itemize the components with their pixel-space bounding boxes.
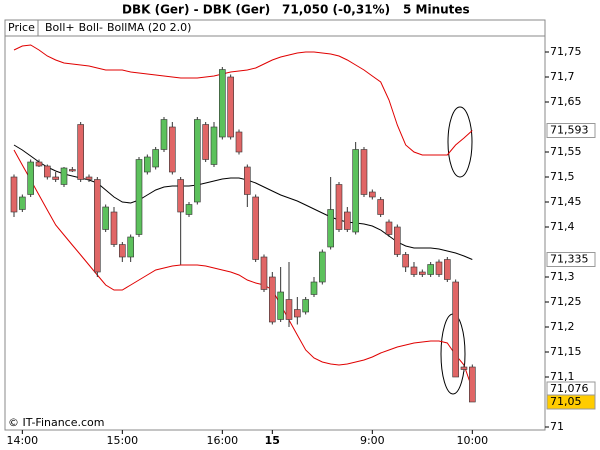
candle-body <box>85 176 93 180</box>
x-tick-label: 14:00 <box>6 434 38 447</box>
interval: 5 Minutes <box>403 3 470 17</box>
legend-entry: Price <box>8 21 35 34</box>
candle-body <box>210 126 218 165</box>
candle-body <box>160 119 168 150</box>
candle-body <box>452 281 459 378</box>
candle-body <box>194 119 201 203</box>
candle-body <box>44 165 51 178</box>
y-tick-label: 71,55 <box>550 145 582 158</box>
candle-body <box>152 149 159 168</box>
candle-body <box>344 211 351 230</box>
candle-body <box>185 204 193 215</box>
candle-body <box>135 159 143 235</box>
candle-body <box>244 166 251 195</box>
candle-body <box>52 176 59 180</box>
y-tick-label: 71,2 <box>550 320 575 333</box>
candle-body <box>169 126 176 173</box>
indicator-line <box>13 44 473 156</box>
candle-body <box>352 149 359 233</box>
candle-body <box>327 209 334 248</box>
indicator-line <box>13 149 473 390</box>
candle-body <box>77 124 84 180</box>
y-tick-label: 71,7 <box>550 70 575 83</box>
candle-body <box>10 176 18 213</box>
candle-body <box>60 167 68 185</box>
candle-body <box>377 199 384 215</box>
candle-body <box>360 149 368 195</box>
watermark: © IT-Finance.com <box>8 416 105 429</box>
candle-body <box>144 156 151 173</box>
candle-body <box>177 179 184 213</box>
candle-body <box>102 206 109 230</box>
candle-body <box>235 131 243 153</box>
x-tick-label: 10:00 <box>456 434 488 447</box>
candle-body <box>294 309 301 318</box>
x-tick-label: 16:00 <box>206 434 238 447</box>
candle-body <box>319 251 326 283</box>
highlight-ellipse <box>447 106 473 178</box>
x-tick-label: 15 <box>265 434 280 447</box>
candle-body <box>435 261 443 275</box>
value-label-box <box>546 123 596 138</box>
value-label: 71,076 <box>550 382 589 395</box>
y-tick-label: 71,75 <box>550 45 582 58</box>
candle-body <box>19 196 26 210</box>
candle-body <box>310 281 318 295</box>
candle-body <box>119 244 126 258</box>
legend-entry: Boll- <box>79 21 103 34</box>
legend-entry: BollMA (20 2.0) <box>107 21 191 34</box>
candle-body <box>335 184 343 230</box>
value-label: 71,335 <box>550 253 589 266</box>
candle-body <box>260 256 268 290</box>
candle-body <box>444 259 451 280</box>
chart-title: DBK (Ger) - DBK (Ger) <box>122 3 270 17</box>
x-tick-label: 9:00 <box>360 434 385 447</box>
candle-body <box>469 366 476 403</box>
last-quote: 71,050 (-0,31%) <box>282 3 390 17</box>
candle-body <box>369 191 376 198</box>
candle-body <box>110 211 118 245</box>
y-tick-label: 71,4 <box>550 220 575 233</box>
candle-body <box>94 179 101 273</box>
y-tick-label: 71,5 <box>550 170 575 183</box>
candle-body <box>219 69 226 138</box>
y-tick-label: 71,1 <box>550 370 575 383</box>
candle-body <box>202 124 209 160</box>
x-tick-label: 15:00 <box>106 434 138 447</box>
candle-body <box>269 276 276 323</box>
value-label-box <box>546 252 596 267</box>
candle-body <box>385 221 393 235</box>
value-label: 71,593 <box>550 124 589 137</box>
y-tick-label: 71,65 <box>550 95 582 108</box>
candle-body <box>302 299 309 313</box>
candle-body <box>277 291 284 320</box>
y-tick-label: 71,15 <box>550 345 582 358</box>
candle-body <box>27 161 34 195</box>
candle-body <box>285 299 293 320</box>
y-tick-label: 71,3 <box>550 270 575 283</box>
candle-body <box>394 226 401 255</box>
value-label-box <box>546 394 596 410</box>
candle-body <box>227 76 234 138</box>
plot-frame <box>4 19 546 431</box>
y-tick-label: 71 <box>550 420 564 433</box>
candle-body <box>419 271 426 275</box>
candle-body <box>35 161 43 167</box>
candle-body <box>402 254 409 268</box>
candle-body <box>460 366 468 370</box>
candle-body <box>252 196 259 260</box>
value-label: 71,05 <box>550 395 582 408</box>
candle-body <box>427 264 434 275</box>
legend-entry: Boll+ <box>45 21 75 34</box>
y-tick-label: 71,25 <box>550 295 582 308</box>
y-tick-label: 71,45 <box>550 195 582 208</box>
candle-body <box>410 266 418 275</box>
candle-body <box>127 236 134 258</box>
candle-body <box>69 169 76 172</box>
